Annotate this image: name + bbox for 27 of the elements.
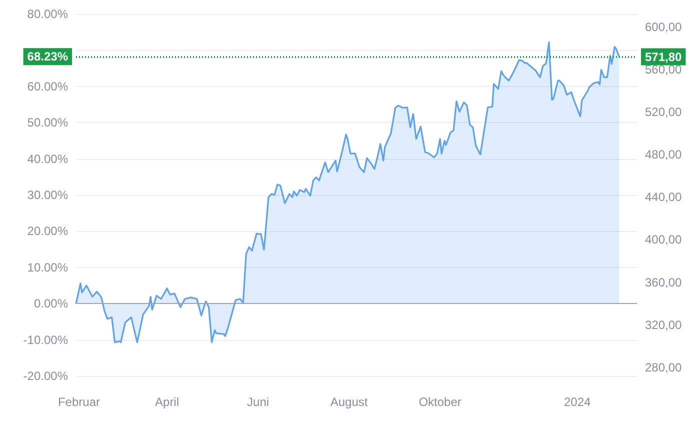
x-tick-label: 2024	[564, 395, 591, 409]
y-tick-label: 60.00%	[27, 79, 68, 94]
x-tick-label: Oktober	[418, 395, 462, 409]
y-tick-label: 20.00%	[27, 224, 68, 238]
y2-tick-label: 320,00	[645, 318, 682, 332]
y-tick-label: -10.00%	[23, 332, 68, 347]
ref-line-label: 68.23%	[27, 50, 68, 64]
y-tick-label: 30.00%	[27, 188, 68, 202]
y2-tick-label: 520,00	[645, 104, 682, 119]
y-tick-label: 0.00%	[34, 296, 68, 311]
y-tick-label: 40.00%	[27, 152, 68, 166]
y2-tick-label: 400,00	[645, 232, 682, 247]
y2-tick-label: 360,00	[645, 275, 682, 290]
y2-tick-label: 280,00	[645, 360, 682, 374]
y-tick-label: 80.00%	[27, 7, 68, 21]
x-tick-label: Juni	[247, 395, 270, 409]
y2-tick-label: 600,00	[645, 20, 682, 34]
x-tick-label: April	[155, 395, 180, 409]
y2-tick-label: 440,00	[645, 190, 682, 204]
x-tick-label: August	[330, 395, 368, 409]
x-tick-label: Februar	[58, 395, 100, 409]
y-tick-label: -20.00%	[23, 369, 68, 383]
y2-tick-label: 480,00	[645, 148, 682, 162]
ref-line-label: 571,80	[645, 50, 682, 64]
y-tick-label: 50.00%	[27, 116, 68, 130]
y2-tick-label: 560,00	[645, 62, 682, 76]
y-tick-label: 10.00%	[27, 260, 68, 274]
